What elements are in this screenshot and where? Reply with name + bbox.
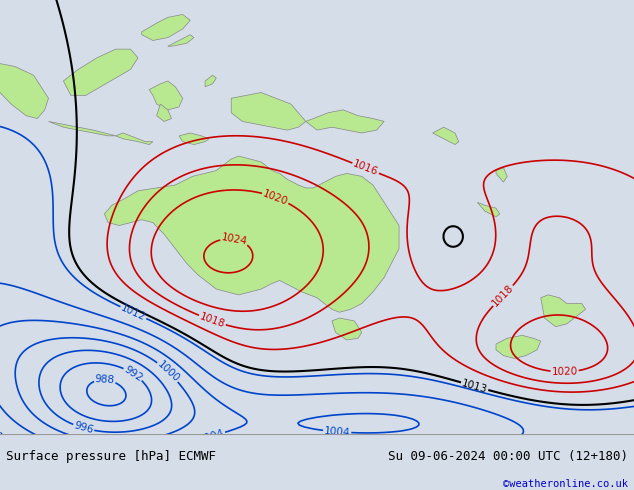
Text: 1008: 1008: [0, 432, 22, 452]
Polygon shape: [306, 110, 384, 133]
Text: Su 09-06-2024 00:00 UTC (12+180): Su 09-06-2024 00:00 UTC (12+180): [387, 450, 628, 463]
Polygon shape: [477, 202, 500, 217]
Polygon shape: [149, 81, 183, 110]
Polygon shape: [541, 295, 586, 327]
Polygon shape: [496, 168, 507, 182]
Text: 1008: 1008: [276, 448, 303, 459]
Polygon shape: [432, 127, 459, 145]
Text: 1018: 1018: [198, 311, 226, 330]
Text: 1024: 1024: [221, 232, 249, 247]
Polygon shape: [205, 75, 216, 87]
Text: 1004: 1004: [324, 426, 351, 438]
Polygon shape: [496, 335, 541, 359]
Polygon shape: [115, 133, 153, 145]
Text: 1000: 1000: [155, 359, 181, 384]
Text: Surface pressure [hPa] ECMWF: Surface pressure [hPa] ECMWF: [6, 450, 216, 463]
Polygon shape: [231, 93, 306, 130]
Text: ©weatheronline.co.uk: ©weatheronline.co.uk: [503, 479, 628, 490]
Polygon shape: [142, 14, 190, 41]
Polygon shape: [332, 318, 362, 340]
Text: 1013: 1013: [460, 378, 489, 394]
Text: 1020: 1020: [261, 188, 290, 207]
Polygon shape: [157, 104, 172, 122]
Polygon shape: [63, 49, 138, 96]
Text: 1020: 1020: [552, 367, 578, 377]
Polygon shape: [48, 122, 115, 136]
Text: 1004: 1004: [198, 428, 226, 445]
Text: 996: 996: [73, 420, 94, 436]
Text: 992: 992: [122, 364, 144, 383]
Polygon shape: [168, 35, 194, 46]
Text: 988: 988: [94, 374, 115, 386]
Polygon shape: [0, 64, 48, 119]
Text: 1016: 1016: [351, 159, 380, 178]
Text: 1018: 1018: [490, 283, 516, 309]
Polygon shape: [105, 156, 399, 312]
Text: 1012: 1012: [119, 303, 148, 323]
Polygon shape: [179, 133, 209, 145]
